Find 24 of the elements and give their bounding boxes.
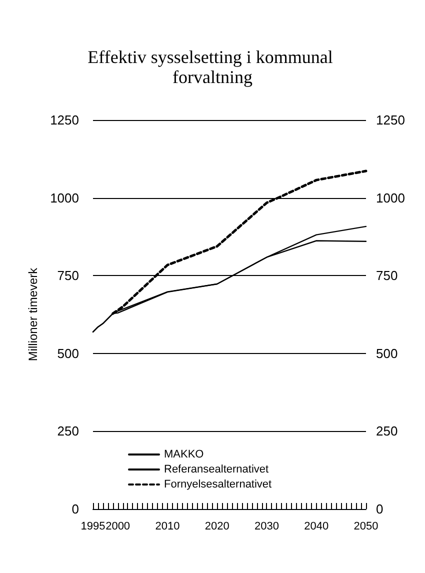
x-tick-label: 2040 (304, 520, 329, 532)
x-tick-label: 2000 (106, 520, 130, 532)
x-tick-label: 2050 (354, 520, 378, 532)
x-tick-label: 2020 (204, 520, 230, 532)
chart-title: Effektiv sysselsetting i kommunal forvaltning (88, 47, 338, 87)
legend-label: MAKKO (164, 448, 204, 460)
y2-tick-label: 0 (376, 502, 384, 516)
y-tick-label: 250 (57, 424, 79, 439)
legend-label: Fornyelsesalternativet (164, 478, 272, 490)
y2-tick-label: 1250 (376, 112, 405, 128)
y2-tick-label: 750 (376, 268, 398, 284)
y-tick-label: 1250 (50, 112, 79, 128)
y-tick-label: 1000 (50, 190, 79, 206)
y2-tick-label: 1000 (376, 190, 405, 206)
x-tick-label: 2010 (155, 520, 180, 532)
x-tick-label: 1995 (80, 520, 106, 532)
x-tick-label: 2030 (254, 520, 279, 532)
y-tick-label: 500 (57, 346, 79, 361)
y-tick-label: 0 (72, 502, 79, 516)
legend-label: Referansealternativet (164, 464, 269, 476)
y-tick-label: 750 (57, 268, 79, 284)
y2-tick-label: 250 (376, 424, 398, 439)
y-axis-title: Millioner timeverk (26, 266, 40, 362)
y2-tick-label: 500 (376, 346, 398, 361)
